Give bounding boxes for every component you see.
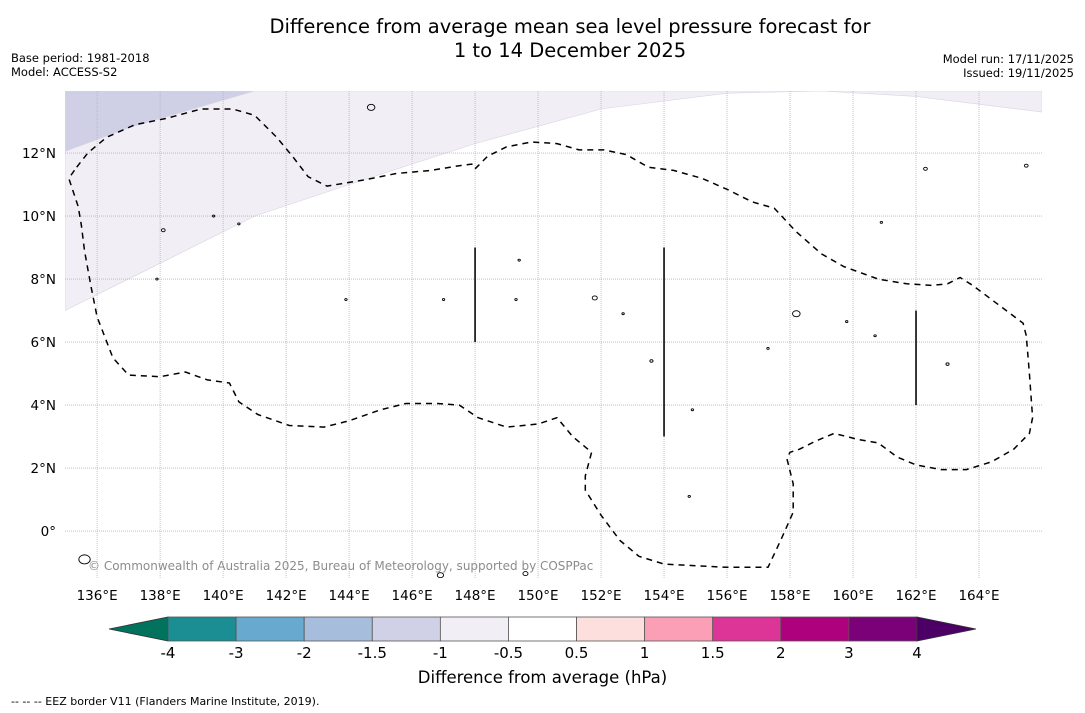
island-losap xyxy=(621,312,625,316)
lon-tick-label: 156°E xyxy=(707,588,748,604)
colorbar-tick-label: 4 xyxy=(912,644,922,662)
clipped-layer: © Commonwealth of Australia 2025, Bureau… xyxy=(65,91,1042,578)
island-kapingamarangi xyxy=(687,495,691,498)
colorbar-bin xyxy=(644,616,714,642)
lat-tick-label: 6°N xyxy=(31,335,56,351)
colorbar-tick-label: -3 xyxy=(229,644,244,662)
colorbar-tick-label: 2 xyxy=(776,644,786,662)
colorbar-bin xyxy=(508,616,577,642)
lon-tick-label: 160°E xyxy=(832,588,873,604)
eez-border xyxy=(68,108,1034,569)
colorbar-bin xyxy=(712,616,782,642)
colorbar-bin xyxy=(235,616,305,642)
colorbar-bin xyxy=(780,616,850,642)
island-fais xyxy=(237,222,241,226)
lon-tick-label: 142°E xyxy=(266,588,307,604)
island-ngulu xyxy=(155,277,159,281)
lat-tick-label: 2°N xyxy=(31,461,56,477)
colorbar-tick-label: -1.5 xyxy=(358,644,387,662)
axis-labels: 136°E 138°E 140°E 142°E 144°E 146°E 148°E 150°E… xyxy=(22,146,1000,604)
colorbar-bin xyxy=(371,616,441,642)
lon-tick-label: 154°E xyxy=(644,588,685,604)
lat-tick-label: 12°N xyxy=(22,146,56,162)
island-new-guinea-coast xyxy=(78,554,91,565)
lon-tick-label: 140°E xyxy=(203,588,244,604)
island-namonuito xyxy=(517,258,521,262)
island-puluwat xyxy=(514,298,518,301)
island-pohnpei xyxy=(792,310,801,318)
island-bikini xyxy=(1023,163,1029,168)
island-islet-150 xyxy=(522,571,529,577)
lat-tick-label: 4°N xyxy=(31,398,56,414)
run-info: Model run: 17/11/2025 Issued: 19/11/2025 xyxy=(943,52,1074,80)
lon-tick-label: 144°E xyxy=(329,588,370,604)
island-ulithi xyxy=(212,214,216,218)
lon-tick-label: 146°E xyxy=(392,588,433,604)
copyright-text: © Commonwealth of Australia 2025, Bureau… xyxy=(88,559,593,573)
colorbar-bin xyxy=(167,616,237,642)
island-chuuk xyxy=(591,295,598,301)
island-nukuoro xyxy=(690,408,695,412)
island-mokil xyxy=(845,320,849,323)
colorbar-over-arrow xyxy=(916,616,977,642)
island-satawal xyxy=(441,298,446,301)
model-info: Base period: 1981-2018 Model: ACCESS-S2 xyxy=(11,51,150,79)
lon-tick-label: 136°E xyxy=(77,588,118,604)
colorbar-bin xyxy=(439,616,509,642)
lon-tick-label: 158°E xyxy=(770,588,811,604)
colorbar-tick-label: -4 xyxy=(161,644,176,662)
lon-tick-label: 148°E xyxy=(455,588,496,604)
island-ujelang xyxy=(879,220,884,224)
colorbar-bin xyxy=(848,616,918,642)
chart-title: Difference from average mean sea level p… xyxy=(0,15,1085,63)
island-woleai xyxy=(344,298,348,301)
lon-tick-label: 150°E xyxy=(518,588,559,604)
lat-tick-label: 0° xyxy=(41,524,56,540)
island-ngatik xyxy=(766,346,770,350)
colorbar-tick-label: 0.5 xyxy=(565,644,589,662)
issued-date: Issued: 19/11/2025 xyxy=(963,66,1074,80)
map-plot-area: © Commonwealth of Australia 2025, Bureau… xyxy=(65,91,1042,578)
base-period: Base period: 1981-2018 xyxy=(11,51,150,65)
island-kosrae xyxy=(945,362,950,366)
eez-footnote: -- -- -- EEZ border V11 (Flanders Marine… xyxy=(11,695,320,708)
colorbar-bin xyxy=(576,616,646,642)
model-name: Model: ACCESS-S2 xyxy=(11,65,118,79)
colorbar-tick-label: -0.5 xyxy=(494,644,523,662)
lon-tick-label: 162°E xyxy=(895,588,936,604)
colorbar-under-arrow xyxy=(108,616,169,642)
lat-tick-label: 10°N xyxy=(22,209,56,225)
colorbar-tick-label: 1.5 xyxy=(701,644,725,662)
lon-tick-label: 152°E xyxy=(581,588,622,604)
colorbar-tick-label: -1 xyxy=(433,644,448,662)
island-enewetak xyxy=(923,166,928,171)
lat-tick-label: 8°N xyxy=(31,272,56,288)
colorbar: -4 -3 -2 -1.5 -1 -0.5 0.5 1 1.5 2 3 4 xyxy=(108,616,977,662)
colorbar-label: Difference from average (hPa) xyxy=(417,668,668,687)
lon-tick-label: 164°E xyxy=(958,588,999,604)
island-manus xyxy=(436,572,445,578)
island-guam xyxy=(366,103,376,111)
colorbar-tick-label: 3 xyxy=(844,644,854,662)
island-pingelap xyxy=(873,334,877,338)
colorbar-bin xyxy=(303,616,373,642)
island-mortlock xyxy=(649,359,654,363)
colorbar-tick-label: -2 xyxy=(297,644,312,662)
island-yap xyxy=(160,228,166,233)
colorbar-tick-label: 1 xyxy=(640,644,650,662)
title-line-2: 1 to 14 December 2025 xyxy=(453,39,687,62)
lon-tick-label: 138°E xyxy=(140,588,181,604)
title-line-1: Difference from average mean sea level p… xyxy=(269,15,871,38)
model-run-date: Model run: 17/11/2025 xyxy=(942,52,1074,66)
